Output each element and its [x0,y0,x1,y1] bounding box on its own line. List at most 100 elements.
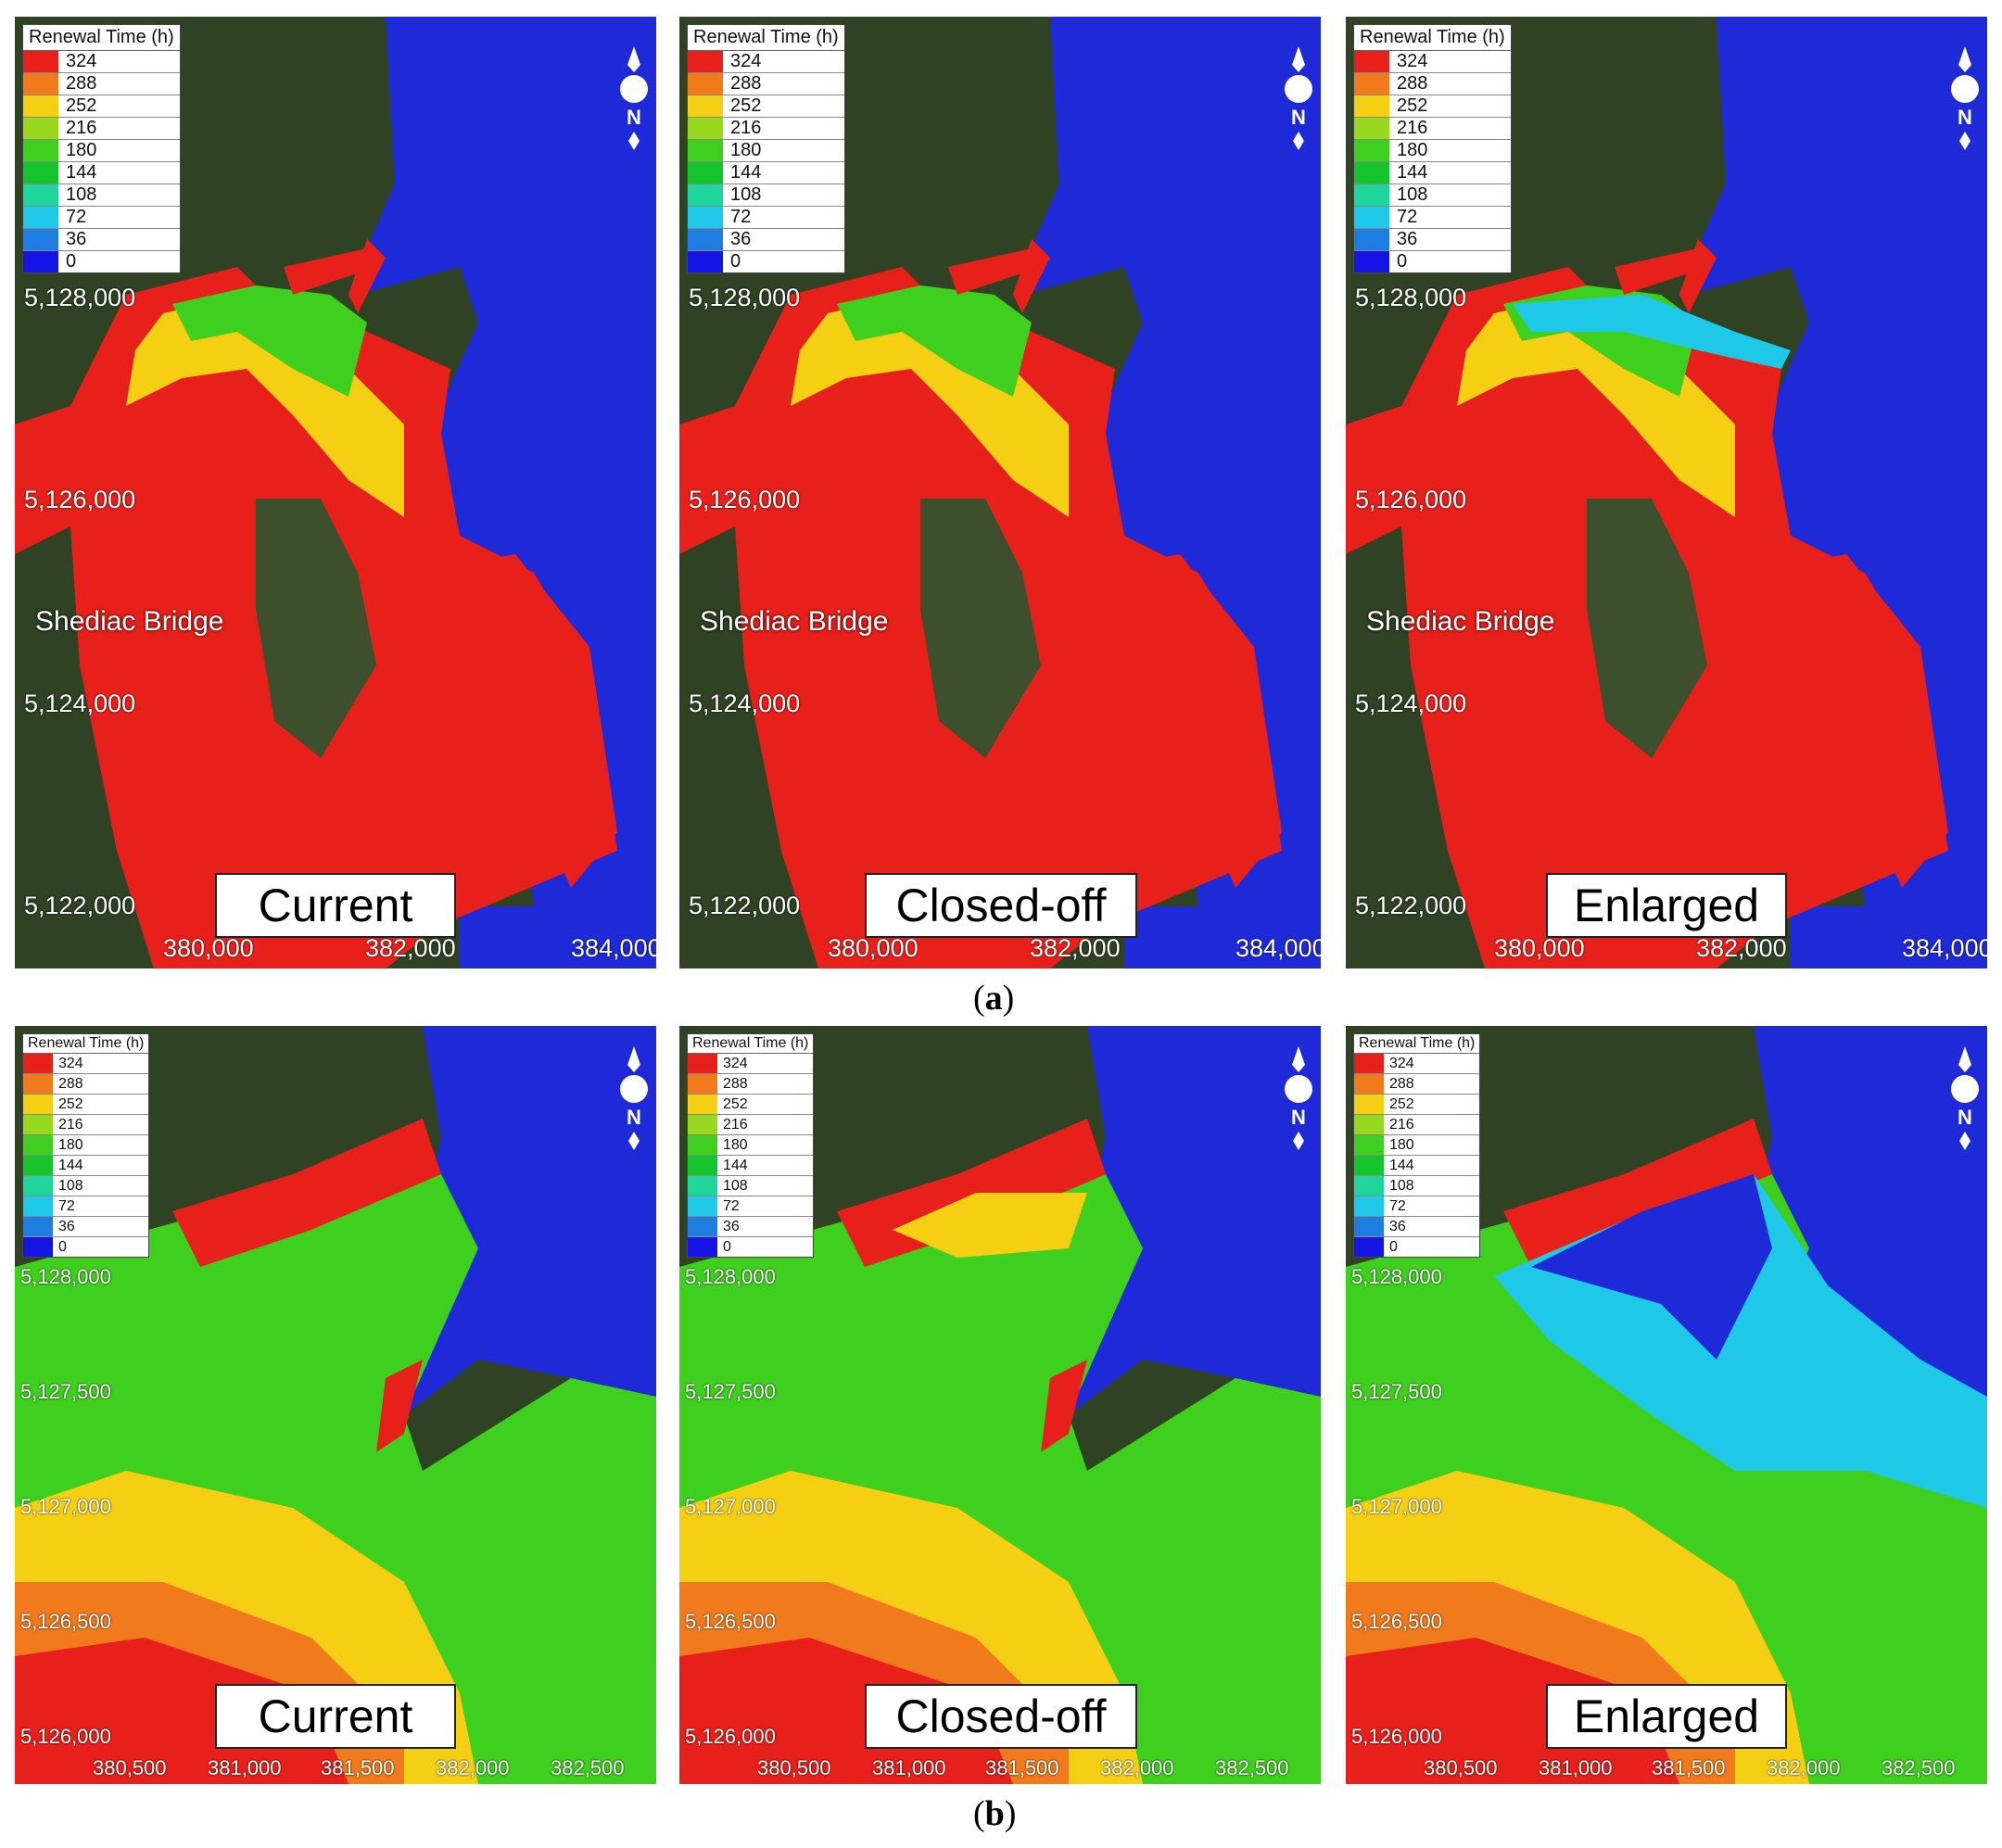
y-tick-label: 5,127,000 [20,1495,111,1518]
legend-rows: 324 288 252 216 180 144 108 72 36 0 [23,51,180,272]
legend-swatch [688,73,723,95]
legend-swatch [688,184,723,206]
legend-value: 72 [723,1198,740,1214]
legend-swatch [23,1156,53,1175]
place-label-shediac-bridge: Shediac Bridge [700,606,889,637]
legend-value: 72 [1389,1198,1406,1214]
legend-entry: 288 [23,1074,149,1095]
legend-swatch [688,118,723,139]
map-panel-a-closed-off: Renewal Time (h) 324 288 252 216 180 144 108 72… [679,17,1321,968]
legend-entry: 288 [1354,73,1511,95]
legend-value: 0 [1397,251,1408,272]
x-tick-label: 381,000 [208,1756,282,1779]
legend-swatch [1354,1074,1384,1094]
caption-b: (b) [973,1794,1017,1833]
legend-entry: 108 [688,184,844,207]
x-tick-label: 382,000 [1100,1756,1174,1779]
legend-entry: 252 [1354,95,1511,118]
legend-entry: 72 [1354,1196,1480,1217]
north-arrow: N [1946,44,1983,152]
legend-swatch [1354,73,1389,95]
y-tick-label: 5,122,000 [24,892,136,919]
legend-entry: 0 [688,251,844,272]
legend-swatch [1354,1237,1384,1257]
legend-value: 36 [1397,229,1418,249]
legend-swatch [1354,184,1389,206]
legend-entry: 108 [1354,184,1511,207]
legend-entry: 288 [1354,1074,1480,1095]
legend-swatch [23,1054,53,1073]
north-arrow: N [1280,44,1317,152]
legend-value: 324 [723,1056,748,1071]
legend-entry: 72 [688,207,844,229]
y-tick-label: 5,126,000 [685,1725,776,1748]
legend-entry: 324 [688,51,844,73]
legend-swatch [23,184,58,206]
legend-entry: 144 [23,162,180,184]
legend-value: 36 [730,229,752,249]
legend-swatch [1354,140,1389,161]
x-tick-label: 382,500 [1882,1756,1956,1779]
legend-value: 108 [723,1178,748,1194]
x-tick-label: 380,500 [1424,1756,1498,1779]
legend-entry: 180 [688,140,844,162]
x-tick-label: 382,000 [1767,1756,1841,1779]
x-tick-label: 382,000 [1030,934,1121,962]
legend-swatch [1354,1115,1384,1134]
legend-value: 36 [723,1219,740,1234]
legend-swatch [688,162,723,184]
legend-entry: 108 [23,184,180,207]
legend-swatch [1354,118,1389,139]
legend-swatch [23,73,58,95]
legend-swatch [23,1074,53,1094]
legend-entry: 216 [1354,118,1511,140]
legend-swatch [1354,229,1389,250]
x-tick-label: 381,000 [872,1756,946,1779]
legend-value: 0 [1389,1239,1398,1255]
legend-swatch [688,1135,717,1155]
legend-swatch [688,140,723,161]
legend-value: 72 [66,207,87,227]
y-tick-label: 5,122,000 [689,892,801,919]
north-label: N [1958,106,1972,129]
legend-value: 144 [66,162,97,183]
legend-swatch [688,1115,717,1134]
legend-entry: 180 [1354,1135,1480,1156]
legend-value: 324 [1389,1056,1414,1071]
legend-swatch [1354,162,1389,184]
legend-value: 324 [58,1056,83,1071]
legend-value: 252 [58,1096,83,1112]
y-tick-label: 5,128,000 [1355,284,1467,311]
legend-entry: 36 [23,1217,149,1237]
north-label: N [1291,1106,1306,1129]
legend-value: 144 [1397,162,1428,183]
legend-swatch [688,1054,717,1073]
legend-entry: 252 [1354,1095,1480,1115]
legend-value: 144 [730,162,762,183]
north-arrow-icon: N [1285,46,1312,150]
legend-entry: 0 [23,1237,148,1257]
legend-value: 0 [723,1239,731,1255]
legend-value: 180 [58,1137,83,1153]
legend-title: Renewal Time (h) [688,1034,814,1054]
north-arrow: N [1946,1044,1983,1152]
legend-entry: 288 [688,73,844,95]
legend-value: 216 [58,1117,83,1133]
y-tick-label: 5,128,000 [20,1265,111,1288]
legend-rows: 324 288 252 216 180 144 108 72 36 0 [1354,1054,1480,1257]
x-tick-label: 382,000 [436,1756,510,1779]
legend-a-enlarged: Renewal Time (h) 324 288 252 216 180 144 108 72… [1353,24,1512,273]
legend-swatch [23,95,58,117]
legend-swatch [1354,1095,1384,1114]
legend-value: 288 [58,1076,83,1092]
map-panel-a-enlarged: Renewal Time (h) 324 288 252 216 180 144 108 72… [1346,17,1987,968]
x-tick-label: 380,500 [93,1756,167,1779]
legend-swatch [23,207,58,228]
legend-value: 0 [730,251,741,272]
legend-value: 216 [730,118,762,138]
legend-entry: 72 [23,207,180,229]
x-tick-label: 380,000 [1494,934,1585,962]
scenario-label-enlarged: Enlarged [1546,873,1787,938]
legend-entry: 108 [688,1176,814,1196]
caption-letter: b [984,1794,1005,1833]
